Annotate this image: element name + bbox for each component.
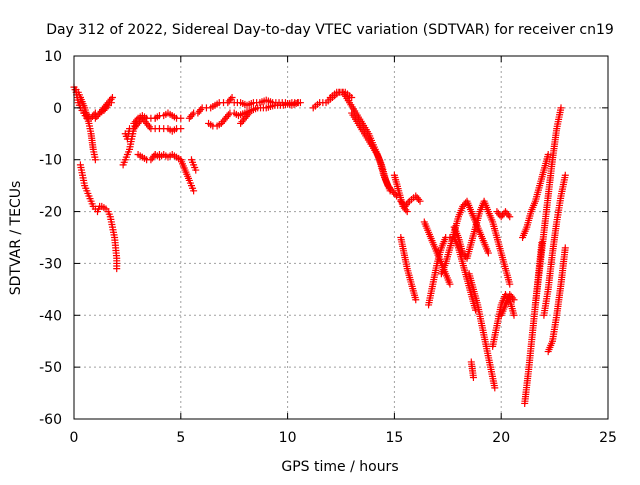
series-track-12 bbox=[151, 109, 185, 122]
series-track-16 bbox=[187, 156, 200, 174]
x-tick-label: 15 bbox=[385, 430, 403, 446]
y-tick-label: 10 bbox=[44, 49, 62, 65]
series-track-31 bbox=[465, 270, 499, 392]
plot-frame bbox=[73, 55, 609, 420]
data-point bbox=[402, 206, 410, 214]
data-point bbox=[188, 111, 196, 119]
data-point bbox=[506, 213, 514, 221]
data-point bbox=[412, 296, 420, 304]
data-point bbox=[416, 197, 424, 205]
data-point bbox=[192, 166, 200, 174]
data-point bbox=[227, 95, 235, 103]
x-axis-label: GPS time / hours bbox=[281, 459, 398, 475]
series-track-17 bbox=[185, 93, 236, 122]
x-tick-label: 5 bbox=[176, 430, 185, 446]
data-point bbox=[544, 151, 552, 159]
series-track-32 bbox=[467, 358, 477, 382]
series-track-5 bbox=[91, 93, 116, 122]
series-track-36 bbox=[519, 151, 552, 241]
x-tick-label: 0 bbox=[70, 430, 79, 446]
data-point bbox=[469, 374, 477, 382]
y-tick-label: -60 bbox=[39, 412, 62, 428]
data-point bbox=[145, 123, 153, 131]
data-point bbox=[190, 187, 198, 195]
grid-lines bbox=[74, 56, 608, 419]
series-track-40 bbox=[544, 244, 569, 356]
data-point bbox=[403, 208, 411, 216]
data-point bbox=[561, 171, 569, 179]
axis-ticks: 0 5 10 15 20 25 10 0 -10 -20 -30 -40 -50 -60 bbox=[39, 49, 617, 446]
x-tick-label: 25 bbox=[599, 430, 617, 446]
data-point bbox=[244, 111, 252, 119]
data-point bbox=[108, 93, 116, 101]
series-track-38 bbox=[531, 104, 565, 309]
data-point bbox=[506, 280, 514, 288]
data-point bbox=[225, 111, 233, 119]
series-track-34 bbox=[493, 208, 514, 221]
y-tick-label: -50 bbox=[39, 360, 62, 376]
data-point bbox=[484, 249, 492, 257]
series-track-25 bbox=[397, 192, 424, 210]
y-tick-label: 0 bbox=[53, 101, 62, 117]
data-point bbox=[177, 114, 185, 122]
data-point bbox=[415, 195, 423, 203]
data-point bbox=[386, 187, 394, 195]
data-point bbox=[113, 265, 121, 273]
series-track-14 bbox=[160, 125, 185, 135]
data-point bbox=[504, 211, 512, 219]
data-point bbox=[245, 109, 253, 117]
data-points bbox=[70, 83, 569, 407]
series-track-26 bbox=[397, 234, 420, 304]
series-track-23 bbox=[348, 109, 394, 195]
data-point bbox=[107, 95, 115, 103]
data-point bbox=[91, 156, 99, 164]
data-point bbox=[491, 384, 499, 392]
data-point bbox=[348, 93, 356, 101]
series-track-35 bbox=[497, 291, 518, 319]
y-tick-label: -20 bbox=[39, 205, 62, 221]
data-point bbox=[509, 294, 517, 302]
chart-title: Day 312 of 2022, Sidereal Day-to-day VTE… bbox=[46, 22, 614, 38]
data-point bbox=[228, 93, 236, 101]
series-track-19 bbox=[230, 96, 302, 109]
series-track-20 bbox=[237, 109, 253, 127]
data-point bbox=[557, 104, 565, 112]
y-tick-label: -40 bbox=[39, 308, 62, 324]
y-axis-label: SDTVAR / TECUs bbox=[8, 181, 24, 296]
data-point bbox=[294, 99, 302, 107]
data-point bbox=[133, 116, 141, 124]
data-point bbox=[510, 311, 518, 319]
data-point bbox=[446, 280, 454, 288]
series-track-15 bbox=[177, 156, 198, 195]
data-point bbox=[177, 125, 185, 133]
series-track-39 bbox=[540, 171, 569, 319]
data-point bbox=[404, 199, 412, 207]
series-track-13 bbox=[151, 151, 185, 164]
data-point bbox=[391, 190, 399, 198]
x-tick-label: 20 bbox=[492, 430, 510, 446]
x-tick-label: 10 bbox=[279, 430, 297, 446]
series-track-7 bbox=[98, 202, 121, 273]
y-tick-label: -10 bbox=[39, 153, 62, 169]
data-point bbox=[561, 244, 569, 252]
data-point bbox=[510, 296, 518, 304]
series-track-30 bbox=[450, 197, 514, 288]
series-track-33 bbox=[489, 291, 518, 350]
data-point bbox=[197, 106, 205, 114]
y-tick-label: -30 bbox=[39, 256, 62, 272]
series-track-6 bbox=[76, 161, 104, 216]
series-track-24 bbox=[390, 171, 411, 216]
